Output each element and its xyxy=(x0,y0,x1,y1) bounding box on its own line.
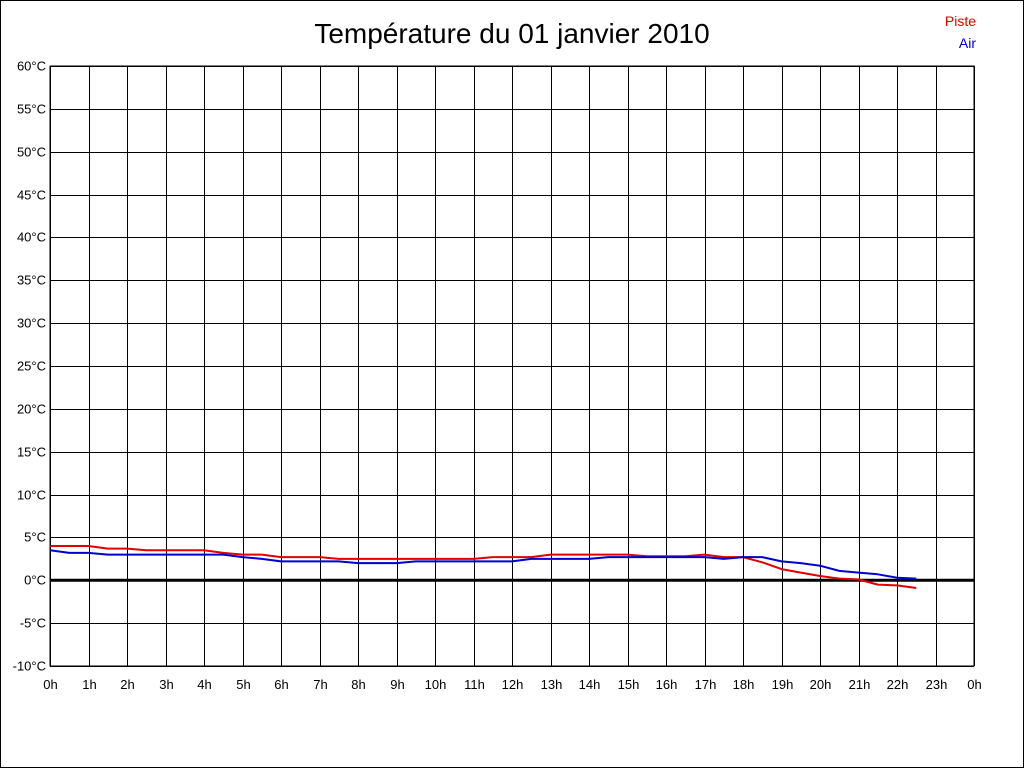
y-tick-label: 30°C xyxy=(17,316,46,331)
x-tick-label: 9h xyxy=(390,677,404,692)
x-tick-label: 21h xyxy=(849,677,871,692)
x-tick-label: 5h xyxy=(236,677,250,692)
chart-title: Température du 01 janvier 2010 xyxy=(314,18,710,49)
y-tick-label: 40°C xyxy=(17,230,46,245)
y-tick-label: 50°C xyxy=(17,145,46,160)
series-line-piste xyxy=(50,545,917,589)
x-tick-label: 14h xyxy=(579,677,601,692)
y-tick-label: 45°C xyxy=(17,188,46,203)
x-axis-ticks: 0h 1h 2h 3h 4h 5h 6h 7h 8h 9h 10h 11h 12h 13h 14h 15h 16… xyxy=(43,677,981,692)
x-tick-label: 0h xyxy=(43,677,57,692)
x-tick-label: 3h xyxy=(159,677,173,692)
x-tick-label: 18h xyxy=(733,677,755,692)
legend-piste: Piste xyxy=(944,13,976,29)
grid-lines xyxy=(49,65,975,667)
x-tick-label: 19h xyxy=(772,677,794,692)
y-axis-ticks: 60°C 55°C 50°C 45°C 40°C 35°C 30°C 25°C 20°C 15°C… xyxy=(13,59,46,674)
y-tick-label: 0°C xyxy=(24,573,46,588)
x-tick-label: 23h xyxy=(926,677,948,692)
legend-air: Air xyxy=(958,35,976,51)
x-tick-label: 10h xyxy=(425,677,447,692)
y-tick-label: 10°C xyxy=(17,488,46,503)
y-tick-label: 15°C xyxy=(17,445,46,460)
x-tick-label: 2h xyxy=(120,677,134,692)
x-tick-label: 22h xyxy=(887,677,909,692)
y-tick-label: -5°C xyxy=(20,616,46,631)
x-tick-label: 7h xyxy=(313,677,327,692)
y-tick-label: 55°C xyxy=(17,102,46,117)
x-tick-label: 11h xyxy=(464,677,485,692)
y-tick-label: 25°C xyxy=(17,359,46,374)
y-tick-label: -10°C xyxy=(13,659,46,674)
x-tick-label: 13h xyxy=(541,677,563,692)
y-tick-label: 60°C xyxy=(17,59,46,74)
x-tick-label: 17h xyxy=(695,677,717,692)
x-tick-label: 15h xyxy=(618,677,640,692)
series-line-air xyxy=(49,549,917,580)
x-tick-label: 6h xyxy=(274,677,288,692)
x-tick-label: 1h xyxy=(82,677,96,692)
y-tick-label: 35°C xyxy=(17,273,46,288)
y-tick-label: 20°C xyxy=(17,402,46,417)
x-tick-label: 20h xyxy=(810,677,832,692)
x-tick-label: 0h xyxy=(967,677,981,692)
x-tick-label: 4h xyxy=(197,677,211,692)
y-tick-label: 5°C xyxy=(24,530,46,545)
series-lines xyxy=(49,545,917,589)
x-tick-label: 8h xyxy=(351,677,365,692)
x-tick-label: 16h xyxy=(656,677,678,692)
x-tick-label: 12h xyxy=(502,677,524,692)
